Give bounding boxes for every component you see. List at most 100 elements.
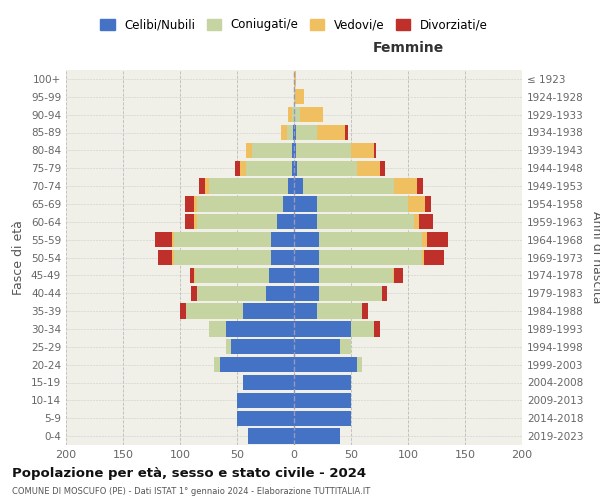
Bar [294, 375, 351, 390]
Bar [252, 143, 292, 158]
Bar [317, 304, 362, 318]
Bar [277, 214, 294, 230]
Bar [319, 250, 422, 265]
Bar [246, 143, 252, 158]
Bar [374, 143, 376, 158]
Bar [294, 268, 319, 283]
Bar [424, 250, 445, 265]
Bar [296, 143, 351, 158]
Bar [317, 125, 346, 140]
Bar [246, 160, 292, 176]
Bar [197, 214, 277, 230]
Bar [317, 214, 414, 230]
Bar [197, 286, 265, 301]
Bar [197, 196, 283, 212]
Bar [194, 196, 197, 212]
Bar [294, 393, 351, 408]
Text: Popolazione per età, sesso e stato civile - 2024: Popolazione per età, sesso e stato civil… [12, 468, 366, 480]
Bar [417, 178, 423, 194]
Bar [294, 143, 296, 158]
Bar [214, 357, 220, 372]
Bar [226, 322, 294, 336]
Bar [220, 357, 294, 372]
Bar [422, 250, 424, 265]
Bar [294, 410, 351, 426]
Bar [393, 268, 394, 283]
Bar [351, 322, 374, 336]
Bar [319, 268, 393, 283]
Bar [294, 339, 340, 354]
Bar [186, 304, 242, 318]
Bar [294, 89, 295, 104]
Bar [289, 107, 292, 122]
Bar [296, 125, 317, 140]
Bar [293, 125, 294, 140]
Bar [351, 143, 374, 158]
Bar [394, 268, 403, 283]
Bar [356, 357, 362, 372]
Bar [271, 250, 294, 265]
Bar [374, 322, 380, 336]
Bar [292, 107, 294, 122]
Bar [319, 232, 422, 247]
Bar [294, 357, 356, 372]
Bar [294, 322, 351, 336]
Bar [294, 428, 340, 444]
Bar [425, 196, 431, 212]
Bar [241, 160, 246, 176]
Bar [271, 232, 294, 247]
Bar [317, 196, 408, 212]
Bar [172, 232, 174, 247]
Bar [158, 250, 172, 265]
Legend: Celibi/Nubili, Coniugati/e, Vedovi/e, Divorziati/e: Celibi/Nubili, Coniugati/e, Vedovi/e, Di… [95, 14, 493, 36]
Bar [265, 286, 294, 301]
Bar [294, 196, 317, 212]
Bar [281, 125, 287, 140]
Bar [235, 160, 241, 176]
Bar [248, 428, 294, 444]
Bar [346, 125, 347, 140]
Bar [195, 268, 269, 283]
Bar [237, 393, 294, 408]
Bar [294, 178, 303, 194]
Bar [394, 178, 417, 194]
Bar [380, 160, 385, 176]
Bar [294, 107, 300, 122]
Bar [356, 160, 380, 176]
Bar [340, 339, 351, 354]
Bar [226, 339, 232, 354]
Bar [292, 160, 294, 176]
Bar [427, 232, 448, 247]
Bar [294, 72, 296, 86]
Bar [294, 214, 317, 230]
Bar [209, 178, 289, 194]
Bar [205, 178, 209, 194]
Bar [294, 304, 317, 318]
Bar [300, 107, 323, 122]
Bar [362, 304, 368, 318]
Bar [174, 232, 271, 247]
Bar [191, 286, 197, 301]
Bar [289, 178, 294, 194]
Bar [209, 322, 226, 336]
Bar [294, 232, 319, 247]
Bar [295, 89, 304, 104]
Bar [294, 125, 296, 140]
Bar [242, 375, 294, 390]
Bar [294, 250, 319, 265]
Bar [283, 196, 294, 212]
Bar [190, 268, 194, 283]
Bar [237, 410, 294, 426]
Bar [319, 286, 382, 301]
Bar [287, 125, 293, 140]
Bar [180, 304, 186, 318]
Bar [185, 196, 194, 212]
Bar [419, 214, 433, 230]
Bar [303, 178, 394, 194]
Bar [194, 268, 195, 283]
Bar [382, 286, 388, 301]
Text: COMUNE DI MOSCUFO (PE) - Dati ISTAT 1° gennaio 2024 - Elaborazione TUTTITALIA.IT: COMUNE DI MOSCUFO (PE) - Dati ISTAT 1° g… [12, 487, 370, 496]
Bar [232, 339, 294, 354]
Bar [292, 143, 294, 158]
Y-axis label: Anni di nascita: Anni di nascita [590, 211, 600, 304]
